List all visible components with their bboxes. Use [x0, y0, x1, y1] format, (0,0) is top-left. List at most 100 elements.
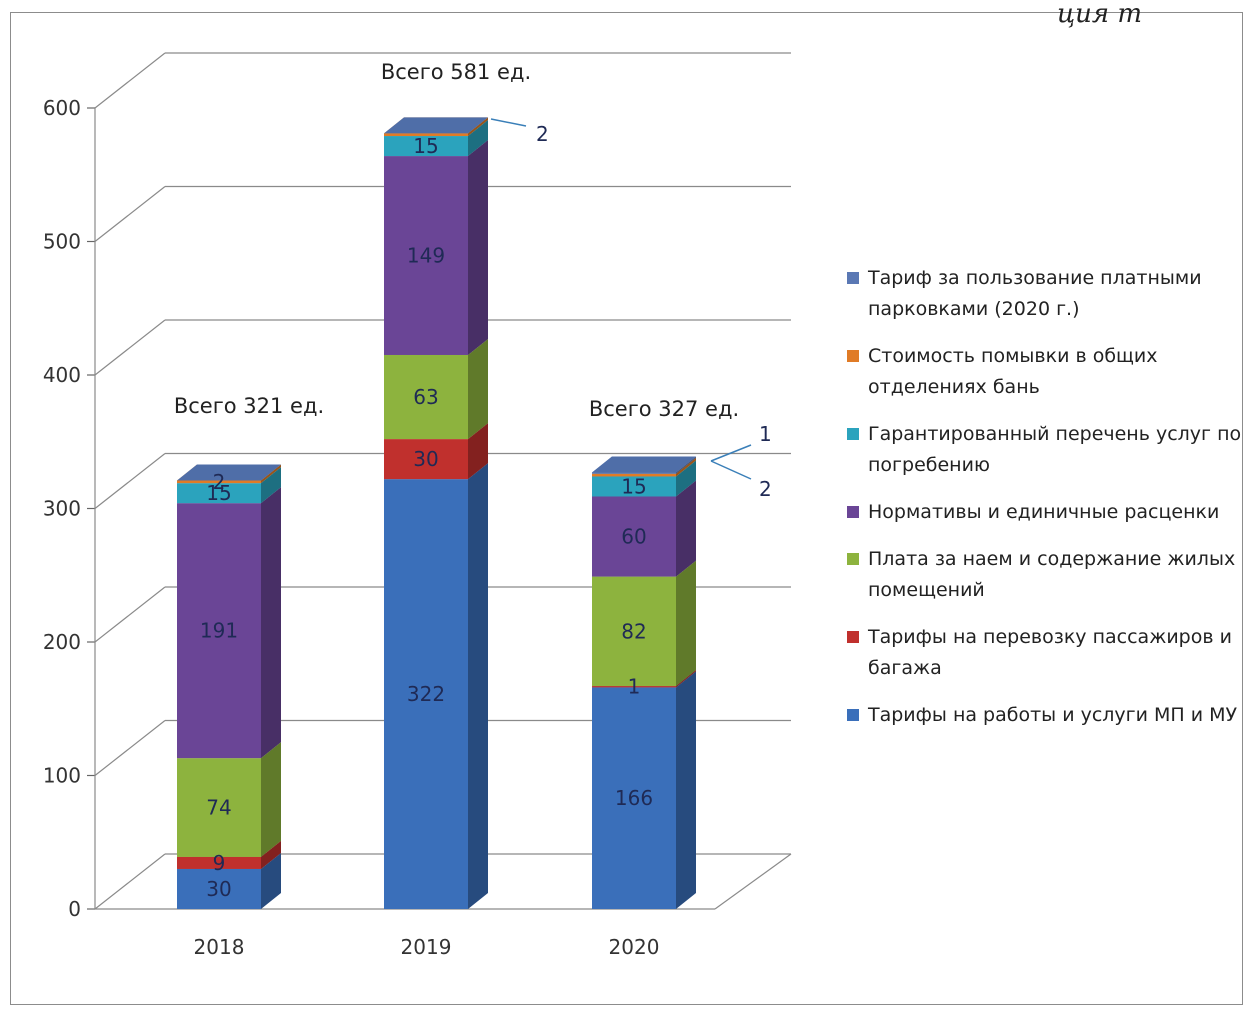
bar-2020-3-front	[592, 496, 676, 577]
bar-2019-4-front	[384, 136, 468, 157]
bar-2020-6-side	[676, 456, 696, 474]
legend-swatch	[847, 709, 859, 721]
data-label-2018-4: 15	[206, 481, 231, 505]
bar-cap-2020	[592, 456, 696, 473]
data-label-2018-1: 9	[213, 851, 226, 875]
bar-2019-1-side	[468, 423, 488, 480]
bar-2020-1-side	[676, 670, 696, 688]
gridline-side-0	[94, 853, 166, 910]
bar-2020-2-front	[592, 576, 676, 687]
legend-item: Стоимость помывки в общих отделениях бан…	[844, 341, 1245, 403]
ytick-label-600: 600	[43, 96, 81, 120]
bar-cap-2019	[384, 117, 488, 134]
callout-line-0	[490, 118, 527, 127]
bar-2018-2-side	[261, 742, 281, 857]
bar-2020-5-side	[676, 457, 696, 477]
bar-2018-1-side	[261, 840, 281, 869]
gridline-side-600	[94, 52, 166, 109]
ytick-label-300: 300	[43, 497, 81, 521]
legend-item: Тарифы на работы и услуги МП и МУ	[844, 700, 1245, 731]
legend-label: Тарифы на перевозку пассажиров и багажа	[868, 626, 1232, 679]
bar-2020-4-side	[676, 460, 696, 497]
bar-2020-1-front	[592, 686, 676, 688]
axis-layer: 0 100 200 300 400 500 600 2018 2019 2020	[43, 96, 792, 959]
legend-item: Гарантированный перечень услуг по погреб…	[844, 419, 1245, 481]
data-label-2020-3: 60	[621, 525, 646, 549]
data-label-2019-4: 15	[413, 134, 438, 158]
data-label-2020-2: 82	[621, 619, 646, 643]
bar-2020-4-front	[592, 476, 676, 497]
gridline-side-500	[94, 186, 166, 242]
callout-line-2	[710, 460, 752, 480]
bar-2018-0-side	[261, 852, 281, 909]
bar-2019-0-side	[468, 463, 488, 909]
legend-item: Тарифы на перевозку пассажиров и багажа	[844, 622, 1245, 684]
bar-2019-3-front	[384, 156, 468, 355]
ytick-label-200: 200	[43, 630, 81, 654]
bar-2018-1-front	[177, 856, 261, 869]
xtick-label-2020: 2020	[609, 935, 660, 959]
data-label-2019-2: 63	[413, 385, 438, 409]
xtick-label-2018: 2018	[194, 935, 245, 959]
data-label-2020-1: 1	[628, 675, 641, 699]
ytick-label-0: 0	[68, 897, 81, 921]
bar-2019-5-side	[468, 117, 488, 137]
gridline-side-200	[94, 586, 166, 643]
total-label-2018: Всего 321 ед.	[174, 394, 324, 418]
legend-label: Тариф за пользование платными парковками…	[868, 267, 1202, 320]
callout-label-2: 2	[759, 477, 772, 501]
bar-2019-0-front	[384, 479, 468, 909]
legend: Тариф за пользование платными парковками…	[844, 263, 1245, 747]
bar-2018-3-side	[261, 487, 281, 759]
chart-frame: ция т 0 100 200 300 400 500 600 2018 2019 2020 30…	[10, 0, 1245, 1005]
total-label-2020: Всего 327 ед.	[589, 397, 739, 421]
legend-swatch	[847, 553, 859, 565]
data-label-2019-3: 149	[407, 244, 445, 268]
data-label-2020-0: 166	[615, 786, 653, 810]
ytick-label-100: 100	[43, 764, 81, 788]
legend-label: Стоимость помывки в общих отделениях бан…	[868, 345, 1158, 398]
data-label-2019-0: 322	[407, 682, 445, 706]
ytick-label-500: 500	[43, 230, 81, 254]
data-label-2018-5: 2	[213, 470, 226, 494]
callout-line-1	[710, 444, 752, 462]
bar-2020-2-side	[676, 560, 696, 687]
legend-item: Плата за наем и содержание жилых помещен…	[844, 544, 1245, 606]
ytick-label-400: 400	[43, 363, 81, 387]
bar-2019-3-side	[468, 140, 488, 355]
bar-2019-4-side	[468, 120, 488, 157]
bar-2020-0-front	[592, 687, 676, 909]
bar-2019-2-front	[384, 354, 468, 440]
callout-label-1: 1	[759, 422, 772, 446]
data-label-2018-2: 74	[206, 796, 231, 820]
bar-2020-0-side	[676, 671, 696, 909]
bar-2018-0-front	[177, 868, 261, 909]
xtick-label-2019: 2019	[401, 935, 452, 959]
legend-swatch	[847, 428, 859, 440]
gridline-side-100	[94, 720, 166, 776]
total-label-2019: Всего 581 ед.	[381, 60, 531, 84]
data-label-2020-4: 15	[621, 474, 646, 498]
data-label-2018-0: 30	[206, 877, 231, 901]
bar-2020-5-front	[592, 473, 676, 477]
bar-2018-5-side	[261, 464, 281, 484]
gridline-side-300	[94, 453, 166, 509]
gridline-side-400	[94, 319, 166, 376]
legend-swatch	[847, 272, 859, 284]
data-label-2018-3: 191	[200, 619, 238, 643]
legend-item: Тариф за пользование платными парковками…	[844, 263, 1245, 325]
bar-2018-4-front	[177, 483, 261, 504]
data-label-2019-1: 30	[413, 447, 438, 471]
legend-label: Нормативы и единичные расценки	[868, 501, 1220, 523]
header-fragment: ция т	[1056, 0, 1142, 29]
bar-2019-2-side	[468, 338, 488, 440]
legend-label: Плата за наем и содержание жилых помещен…	[868, 548, 1236, 601]
legend-swatch	[847, 631, 859, 643]
bar-2020-3-side	[676, 480, 696, 577]
bar-2018-2-front	[177, 758, 261, 857]
legend-label: Тарифы на работы и услуги МП и МУ	[868, 704, 1238, 726]
bar-2019-1-front	[384, 439, 468, 480]
legend-swatch	[847, 506, 859, 518]
